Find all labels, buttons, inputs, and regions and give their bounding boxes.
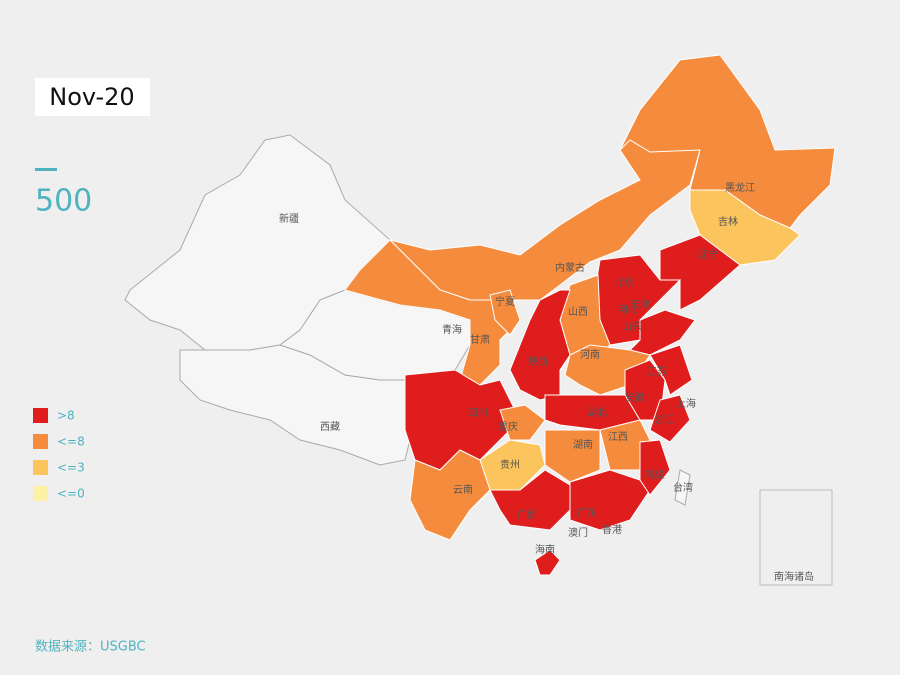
region-label: 浙江 <box>655 414 675 426</box>
region-label: 辽宁 <box>698 248 718 261</box>
region-label: 海南 <box>535 543 555 556</box>
region-label: 山东 <box>622 320 642 333</box>
source: 数据来源：USGBC <box>35 640 146 655</box>
region-label: 青海 <box>442 323 462 336</box>
region-label: 澳门 <box>568 526 588 539</box>
region-label: 安徽 <box>625 391 645 404</box>
legend-swatch <box>33 460 48 475</box>
region <box>499 404 546 441</box>
region-label: 广西 <box>517 509 537 521</box>
region-label: 吉林 <box>718 215 738 228</box>
legend-label: >8 <box>57 409 75 423</box>
region-label: 山西 <box>568 306 588 318</box>
date-box <box>35 78 150 116</box>
regions <box>124 54 836 576</box>
region <box>649 344 693 396</box>
region-label: 河南 <box>580 348 600 361</box>
region-label: 西藏 <box>320 421 340 433</box>
region <box>649 394 691 443</box>
region-label: 内蒙古 <box>555 261 585 274</box>
region <box>674 469 691 506</box>
region-label: 北京 <box>614 276 634 289</box>
region <box>534 549 561 576</box>
legend: >8 <=8 <=3 <=0 <box>33 408 85 501</box>
region <box>509 289 571 401</box>
legend-label: <=3 <box>57 461 85 475</box>
region <box>639 439 671 496</box>
region-label: 南海诸岛 <box>774 570 814 583</box>
region-label: 台湾 <box>673 481 693 494</box>
region <box>569 469 651 531</box>
region-label: 宁夏 <box>495 295 515 308</box>
region <box>344 239 521 386</box>
region-label: 广东 <box>577 506 597 519</box>
counter: 500 <box>35 184 92 219</box>
region-label: 河北 <box>618 304 638 316</box>
region <box>544 429 601 483</box>
region-label: 贵州 <box>500 458 520 471</box>
region-label: 江西 <box>608 431 628 443</box>
south-sea-inset <box>759 489 833 586</box>
legend-swatch <box>33 408 48 423</box>
region <box>489 289 521 336</box>
region <box>689 189 801 266</box>
region <box>409 449 491 541</box>
legend-label: <=0 <box>57 487 85 501</box>
region-label: 陕西 <box>528 355 548 368</box>
date-label: Nov-20 <box>49 83 134 111</box>
region <box>629 309 696 356</box>
region-label: 江苏 <box>647 365 667 378</box>
counter-dash <box>35 168 57 171</box>
region-label: 上海 <box>676 397 696 410</box>
region-label: 湖北 <box>587 407 607 419</box>
legend-label: <=8 <box>57 435 85 449</box>
region-label: 福建 <box>645 468 665 481</box>
legend-swatch <box>33 434 48 449</box>
legend-swatch <box>33 486 48 501</box>
region-label: 天津 <box>630 299 650 311</box>
region-label: 新疆 <box>279 212 299 225</box>
region-label: 湖南 <box>573 438 593 451</box>
region-label: 云南 <box>453 483 473 496</box>
region-label: 黑龙江 <box>725 181 755 194</box>
region-label: 重庆 <box>498 420 518 433</box>
region-label: 香港 <box>602 524 622 536</box>
region-label: 甘肃 <box>470 333 490 346</box>
region-label: 四川 <box>468 408 488 419</box>
